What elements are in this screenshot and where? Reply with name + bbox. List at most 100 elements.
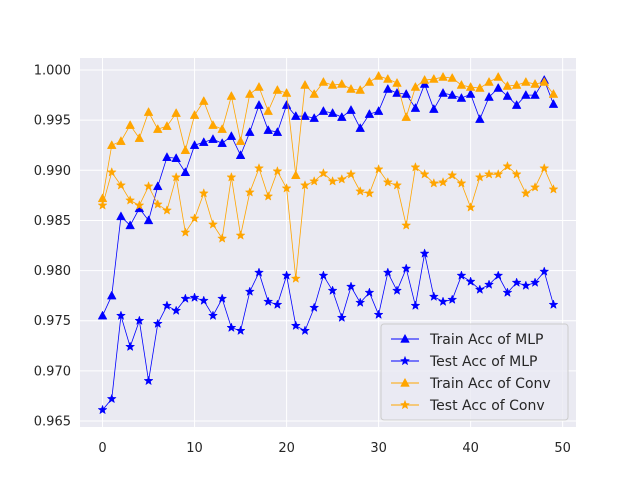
data-point: [198, 188, 209, 198]
data-point: [511, 79, 522, 89]
data-point: [327, 79, 338, 89]
data-point: [198, 95, 209, 105]
data-point: [162, 152, 172, 161]
data-point: [189, 292, 200, 302]
data-point: [410, 103, 421, 112]
data-point: [125, 220, 135, 230]
data-point: [254, 100, 264, 109]
data-point: [364, 76, 375, 86]
data-point: [318, 76, 329, 86]
data-point: [373, 163, 384, 174]
series-train-acc-of-conv: [97, 70, 559, 203]
series-train-acc-of-mlp: [97, 74, 559, 320]
data-point: [465, 276, 476, 286]
data-point: [115, 310, 126, 320]
data-point: [226, 131, 237, 140]
data-point: [272, 127, 283, 136]
data-point: [346, 83, 356, 93]
legend-marker: [400, 377, 410, 387]
data-point: [410, 81, 421, 91]
data-point: [171, 153, 181, 162]
data-point: [115, 180, 126, 190]
data-point: [530, 277, 541, 287]
data-point: [198, 137, 209, 146]
data-point: [226, 322, 237, 333]
y-tick-label: 0.975: [34, 314, 71, 329]
data-point: [244, 127, 255, 136]
data-point: [180, 227, 191, 237]
data-point: [475, 114, 485, 123]
data-point: [511, 277, 522, 287]
legend-item: Train Acc of Conv: [391, 376, 551, 392]
data-point: [521, 89, 531, 99]
data-point: [318, 167, 329, 178]
data-point: [152, 199, 163, 209]
legend: Train Acc of MLP Test Acc of MLP Train Acc…: [380, 323, 569, 421]
data-point: [290, 273, 301, 283]
data-point: [548, 299, 559, 309]
data-point: [456, 270, 467, 280]
data-point: [226, 172, 237, 182]
legend-marker: [400, 333, 410, 343]
data-point: [263, 125, 273, 134]
data-point: [530, 89, 540, 99]
data-point: [345, 281, 357, 291]
data-point: [373, 70, 384, 80]
data-point: [428, 291, 439, 301]
data-point: [143, 107, 154, 116]
data-point: [254, 81, 264, 91]
data-point: [299, 325, 311, 336]
data-point: [493, 82, 504, 92]
data-point: [291, 170, 301, 180]
data-point: [382, 267, 393, 277]
data-point: [511, 169, 522, 179]
data-point: [300, 79, 310, 89]
data-point: [207, 310, 219, 320]
data-point: [429, 73, 439, 83]
data-point: [189, 213, 200, 223]
data-point: [484, 76, 494, 86]
data-point: [226, 90, 237, 100]
data-point: [97, 200, 108, 210]
series-test-acc-of-mlp: [97, 248, 559, 415]
data-point: [235, 136, 246, 145]
x-tick-label: 10: [186, 441, 203, 456]
data-point: [474, 284, 485, 294]
y-tick-label: 0.965: [34, 414, 71, 429]
y-tick-label: 0.985: [34, 214, 71, 229]
data-point: [217, 124, 227, 133]
legend-label: Train Acc of Conv: [429, 376, 551, 392]
data-point: [171, 108, 181, 117]
legend-label: Test Acc of Conv: [429, 398, 545, 414]
data-point: [180, 293, 191, 303]
data-point: [336, 174, 347, 184]
data-point: [401, 88, 412, 98]
data-point: [401, 220, 412, 230]
legend-box: [380, 323, 569, 421]
data-point: [419, 248, 430, 258]
legend-marker: [399, 355, 411, 366]
data-point: [345, 169, 357, 179]
data-point: [429, 104, 439, 113]
data-point: [493, 169, 504, 179]
data-point: [511, 100, 522, 109]
data-point: [346, 105, 356, 114]
data-point: [539, 162, 550, 173]
data-point: [125, 341, 136, 352]
data-point: [327, 285, 338, 295]
data-point: [391, 180, 403, 190]
data-point: [244, 88, 255, 98]
data-point: [244, 187, 255, 197]
legend-marker: [399, 399, 411, 410]
data-point: [134, 133, 145, 142]
data-point: [272, 165, 283, 176]
y-tick-label: 0.990: [34, 164, 71, 179]
data-point: [493, 71, 504, 81]
data-point: [337, 78, 347, 88]
y-tick-label: 0.995: [34, 114, 71, 129]
y-axis-tick-labels: 0.965 0.970 0.975 0.980 0.985 0.990 0.995 1.000: [34, 64, 71, 430]
legend-item: Train Acc of MLP: [391, 332, 543, 348]
data-point: [502, 90, 513, 100]
data-point: [281, 270, 292, 280]
